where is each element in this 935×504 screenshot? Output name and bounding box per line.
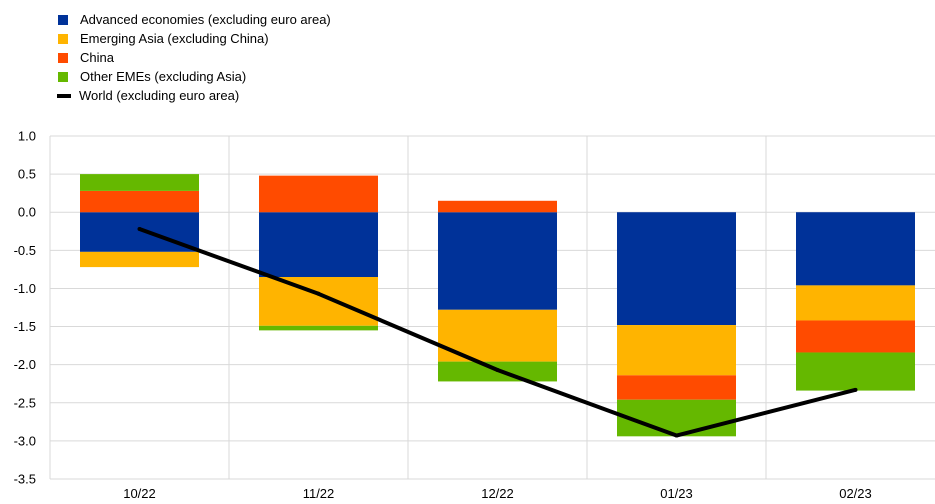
y-tick-label: 0.0 [18,205,36,220]
legend-swatch-advanced [58,14,68,25]
bar-segment [259,175,378,213]
legend-label-advanced: Advanced economies (excluding euro area) [80,12,331,27]
bar-segment [438,200,557,213]
bar-segment [796,352,915,391]
y-tick-label: -2.0 [14,357,36,372]
world-line-point [853,387,858,392]
legend: Advanced economies (excluding euro area)… [57,10,331,105]
bar-segment [259,277,378,326]
y-tick-label: 1.0 [18,129,36,144]
legend-item-china: China [58,48,331,67]
legend-item-emerging-asia: Emerging Asia (excluding China) [58,29,331,48]
legend-label-china: China [80,50,114,65]
world-line-point [316,291,321,296]
bar-segment [259,212,378,278]
bar-segment [617,325,736,376]
x-tick-label: 11/22 [303,486,335,501]
legend-swatch-emerging-asia [58,33,68,44]
legend-item-other-emes: Other EMEs (excluding Asia) [58,67,331,86]
x-tick-label: 12/22 [481,486,514,501]
y-tick-label: 0.5 [18,167,36,182]
y-tick-label: -3.0 [14,433,36,448]
y-tick-label: -1.5 [14,319,36,334]
world-line-point [495,368,500,373]
y-tick-label: -2.5 [14,395,36,410]
y-tick-label: -3.5 [14,472,36,487]
x-tick-label: 01/23 [660,486,693,501]
legend-swatch-world [57,93,71,98]
bar-segment [617,399,736,437]
bar-segment [80,251,199,268]
x-tick-label: 10/22 [123,486,156,501]
world-line-point [674,433,679,438]
y-tick-label: -1.0 [14,281,36,296]
world-line-point [137,226,142,231]
x-tick-label: 02/23 [839,486,872,501]
legend-item-advanced: Advanced economies (excluding euro area) [58,10,331,29]
bar-segment [796,285,915,321]
legend-swatch-other-emes [58,71,68,82]
bar-segment [80,190,199,213]
legend-label-other-emes: Other EMEs (excluding Asia) [80,69,247,84]
bar-segment [438,212,557,310]
bar-segment [259,325,378,331]
y-tick-label: -0.5 [14,243,36,258]
bar-segment [80,174,199,191]
bar-segment [617,375,736,400]
bar-segment [796,212,915,286]
bar-segment [617,212,736,326]
legend-label-world: World (excluding euro area) [79,88,240,103]
legend-label-emerging-asia: Emerging Asia (excluding China) [80,31,269,46]
legend-swatch-china [58,52,68,63]
bar-segment [796,320,915,353]
legend-item-world: World (excluding euro area) [57,86,331,105]
